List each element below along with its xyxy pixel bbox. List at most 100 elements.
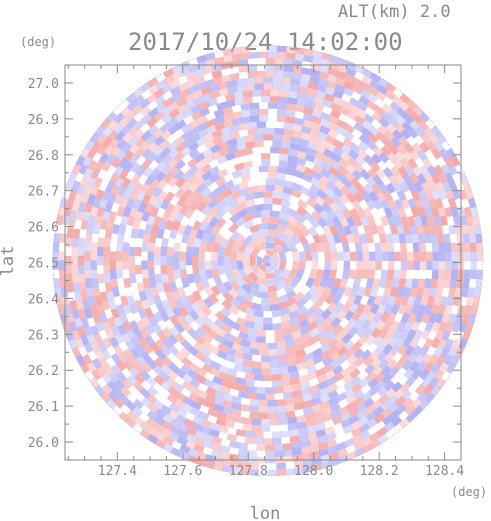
echo-cell-negative — [324, 86, 336, 96]
echo-cell-positive — [426, 295, 436, 307]
echo-cell-negative — [125, 400, 137, 412]
altitude-label: ALT(km) 2.0 — [338, 2, 451, 22]
x-axis-ticks: 127.4 127.6 127.8 128.0 128.2 128.4 — [67, 65, 464, 479]
echo-cell-negative — [107, 390, 119, 402]
echo-cell-negative — [192, 422, 204, 432]
echo-cell-positive — [255, 270, 267, 280]
echo-cell-positive — [336, 310, 347, 322]
echo-cell-positive — [465, 295, 474, 307]
echo-cell-positive — [363, 356, 375, 368]
echo-cell-negative — [291, 441, 302, 450]
echo-cell-negative — [328, 241, 337, 253]
echo-cell-negative — [426, 369, 437, 381]
echo-cell-negative — [280, 205, 291, 215]
echo-cell-negative — [411, 278, 419, 289]
echo-cell-positive — [329, 351, 341, 362]
echo-cell-positive — [272, 197, 283, 206]
echo-cell-negative — [240, 116, 251, 124]
echo-cell-negative — [399, 181, 410, 193]
echo-cell-positive — [106, 219, 115, 231]
echo-cell-positive — [356, 260, 363, 271]
echo-cell-negative — [361, 319, 372, 331]
echo-cell-positive — [235, 429, 246, 437]
echo-cell-positive — [417, 206, 427, 218]
echo-cell-positive — [380, 145, 392, 157]
y-tick-label: 27.0 — [28, 77, 59, 92]
echo-cell-positive — [122, 260, 129, 270]
echo-cell-positive — [254, 140, 264, 148]
echo-cell-positive — [186, 426, 198, 437]
echo-cell-positive — [98, 357, 110, 369]
echo-cell-positive — [295, 355, 307, 365]
echo-cell-negative — [330, 193, 342, 205]
echo-cell-positive — [383, 286, 392, 298]
echo-cell-positive — [84, 269, 92, 279]
echo-cell-negative — [194, 316, 206, 328]
echo-cell-negative — [320, 454, 331, 463]
echo-cell-negative — [295, 268, 305, 280]
echo-cell-negative — [227, 79, 238, 88]
echo-cell-positive — [309, 334, 321, 345]
echo-cell-negative — [272, 140, 282, 148]
echo-cell-positive — [327, 122, 339, 132]
echo-cell-positive — [211, 242, 220, 253]
echo-cell-negative — [253, 437, 264, 445]
echo-cell-positive — [113, 344, 124, 356]
echo-cell-positive — [115, 360, 127, 372]
echo-cell-negative — [91, 357, 102, 370]
echo-cell-positive — [372, 365, 384, 377]
echo-cell-positive — [71, 346, 82, 358]
echo-cell-negative — [233, 356, 245, 366]
echo-cell-positive — [389, 320, 400, 332]
echo-cell-positive — [185, 78, 197, 88]
echo-cell-positive — [133, 415, 145, 427]
echo-cell-negative — [280, 307, 291, 316]
echo-cell-positive — [141, 361, 153, 374]
echo-cell-negative — [342, 242, 350, 253]
echo-cell-positive — [249, 246, 260, 258]
echo-cell-positive — [244, 134, 255, 143]
echo-cell-positive — [347, 361, 359, 373]
echo-cell-negative — [193, 237, 202, 248]
echo-cell-positive — [332, 277, 342, 289]
echo-cell-positive — [192, 255, 199, 266]
echo-cell-positive — [431, 321, 441, 333]
echo-cell-negative — [337, 454, 349, 464]
echo-cell-negative — [391, 416, 403, 427]
echo-cell-positive — [306, 197, 318, 208]
echo-cell-negative — [332, 186, 344, 198]
echo-cell-positive — [190, 110, 202, 121]
echo-cell-positive — [128, 355, 139, 368]
echo-cell-negative — [334, 83, 346, 93]
echo-cell-positive — [371, 399, 383, 411]
echo-cell-positive — [116, 206, 126, 218]
echo-cell-negative — [217, 246, 226, 257]
echo-cell-negative — [443, 354, 454, 366]
echo-cell-negative — [249, 347, 260, 356]
echo-cell-negative — [76, 184, 86, 196]
echo-cell-positive — [376, 426, 388, 438]
echo-cell-positive — [296, 150, 307, 160]
echo-cell-negative — [289, 84, 301, 93]
echo-cell-negative — [74, 291, 82, 302]
echo-cell-negative — [78, 163, 89, 175]
echo-cell-positive — [298, 374, 309, 384]
echo-cell-positive — [80, 291, 89, 302]
echo-cell-negative — [424, 233, 432, 244]
echo-cell-positive — [276, 115, 287, 123]
echo-cell-positive — [91, 369, 102, 381]
echo-cell-negative — [114, 379, 126, 391]
echo-cell-negative — [160, 146, 172, 158]
echo-cell-negative — [275, 230, 287, 241]
echo-cell-positive — [193, 168, 205, 180]
echo-cell-negative — [418, 368, 430, 381]
echo-cell-positive — [186, 174, 198, 186]
echo-cell-positive — [220, 379, 232, 389]
echo-cell-positive — [221, 187, 233, 198]
echo-cell-negative — [358, 133, 370, 145]
echo-cell-negative — [242, 352, 253, 361]
echo-cell-negative — [290, 276, 301, 288]
echo-cell-positive — [385, 327, 396, 339]
echo-cell-positive — [146, 393, 158, 405]
echo-cell-positive — [157, 330, 168, 342]
